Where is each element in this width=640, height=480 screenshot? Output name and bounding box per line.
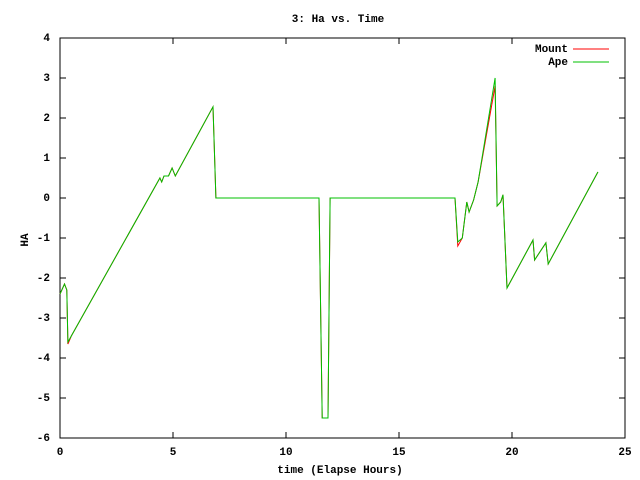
x-tick-label: 15 [392, 447, 406, 459]
y-tick-label: -5 [37, 393, 51, 405]
y-tick-label: -2 [37, 273, 50, 285]
y-tick-label: -6 [37, 433, 50, 445]
y-tick-label: 1 [43, 153, 50, 165]
y-tick-label: -3 [37, 313, 51, 325]
x-tick-label: 20 [505, 447, 518, 459]
x-tick-label: 0 [57, 447, 64, 459]
legend-label: Mount [535, 44, 568, 56]
y-axis-label: HA [20, 233, 32, 247]
x-tick-label: 5 [170, 447, 177, 459]
x-tick-label: 10 [279, 447, 292, 459]
y-tick-label: -1 [37, 233, 51, 245]
y-tick-label: 4 [43, 33, 50, 45]
y-tick-label: -4 [37, 353, 51, 365]
series-line [59, 77, 599, 419]
x-tick-label: 25 [618, 447, 632, 459]
y-tick-label: 2 [43, 113, 50, 125]
y-tick-label: 0 [43, 193, 50, 205]
plot-frame [59, 37, 626, 439]
x-axis-label: time (Elapse Hours) [277, 465, 402, 477]
chart-title: 3: Ha vs. Time [292, 14, 385, 26]
y-tick-label: 3 [43, 73, 50, 85]
legend-label: Ape [548, 57, 568, 69]
